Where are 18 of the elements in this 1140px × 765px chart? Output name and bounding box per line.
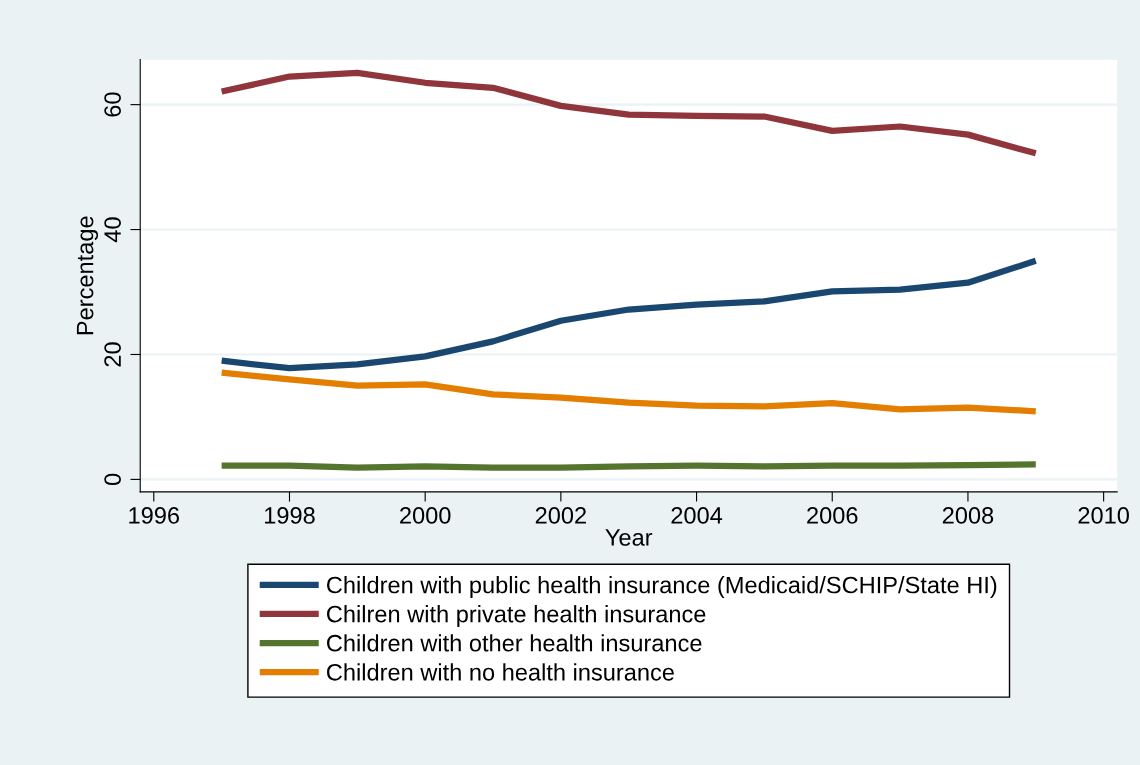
x-tick-label: 1996 bbox=[129, 507, 180, 524]
y-tick-label: 0 bbox=[104, 473, 121, 486]
y-axis-title: Percentage bbox=[76, 216, 99, 335]
x-tick-label: 2010 bbox=[1078, 507, 1129, 524]
x-tick-label: 1998 bbox=[265, 507, 315, 524]
y-tick-label: 60 bbox=[104, 92, 121, 117]
y-tick-label: 40 bbox=[104, 217, 121, 243]
x-tick-label: 2008 bbox=[942, 507, 994, 524]
y-tick-label: 20 bbox=[104, 342, 121, 367]
x-tick-label: 2000 bbox=[400, 507, 451, 524]
x-tick-label: 2002 bbox=[535, 507, 586, 524]
legend-label: Children with other health insurance bbox=[327, 634, 702, 652]
x-tick-label: 2004 bbox=[671, 507, 723, 524]
legend-label: Chilren with private health insurance bbox=[327, 605, 706, 628]
legend-label: Children with public health insurance (Medicaid/SCHIP/State HI) bbox=[327, 576, 997, 599]
x-axis-title: Year bbox=[605, 529, 653, 546]
legend-label: Children with no health insurance bbox=[327, 663, 674, 681]
x-tick-label: 2006 bbox=[807, 507, 858, 524]
